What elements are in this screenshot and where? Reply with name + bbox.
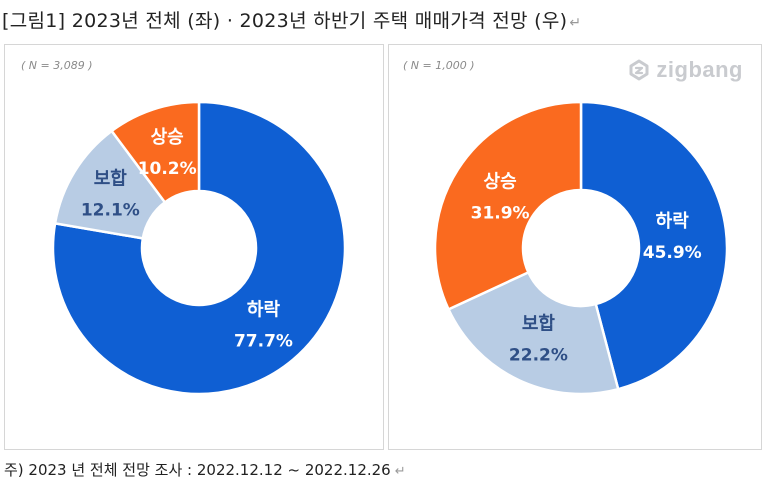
figure-title-text: [그림1] 2023년 전체 (좌) · 2023년 하반기 주택 매매가격 전… [2,10,568,32]
return-mark-icon: ↵ [569,15,582,31]
sample-size-label: ( N = 3,089 ) [21,59,93,72]
slice-label-name: 상승 [484,171,517,192]
slice-보합 [53,129,167,240]
donut-chart-overall: 하락 77.7% 보합 12.1% 상승 10.2% [51,100,347,396]
slice-label-value: 10.2% [138,159,197,179]
donut-chart-second-half: 하락 45.9% 보합 22.2% 상승 31.9% [433,100,729,396]
zigbang-logo-icon [629,59,649,81]
slice-label-value: 77.7% [234,331,293,351]
zigbang-logo-text: zigbang [656,57,743,82]
slice-보합 [446,270,620,396]
slice-상승 [433,100,583,311]
slice-label-name: 하락 [656,211,690,232]
return-mark-icon: ↵ [394,464,406,479]
slice-label-name: 하락 [247,299,281,320]
figure-title: [그림1] 2023년 전체 (좌) · 2023년 하반기 주택 매매가격 전… [2,6,581,33]
slice-하락 [579,100,729,391]
slice-label-name: 상승 [151,127,184,148]
slice-label-value: 31.9% [471,203,530,223]
survey-footnote: 주) 2023 년 전체 전망 조사 : 2022.12.12 ~ 2022.1… [4,459,406,480]
sample-size-label: ( N = 1,000 ) [403,59,475,72]
slice-상승 [109,100,201,205]
footnote-text: 주) 2023 년 전체 전망 조사 : 2022.12.12 ~ 2022.1… [4,461,391,479]
slice-label-name: 보합 [94,168,128,190]
slice-label-name: 보합 [522,312,556,334]
slice-label-value: 12.1% [81,201,140,221]
chart-panel-overall: ( N = 3,089 ) 하락 77.7% 보합 12.1% 상승 10.2% [4,44,384,450]
slice-하락 [51,100,347,396]
zigbang-logo: zigbang [628,57,743,83]
slice-label-value: 22.2% [509,345,568,365]
chart-panel-second-half: ( N = 1,000 ) zigbang 하락 45.9% 보합 22.2% 상승 31… [388,44,762,450]
slice-label-value: 45.9% [643,243,702,263]
